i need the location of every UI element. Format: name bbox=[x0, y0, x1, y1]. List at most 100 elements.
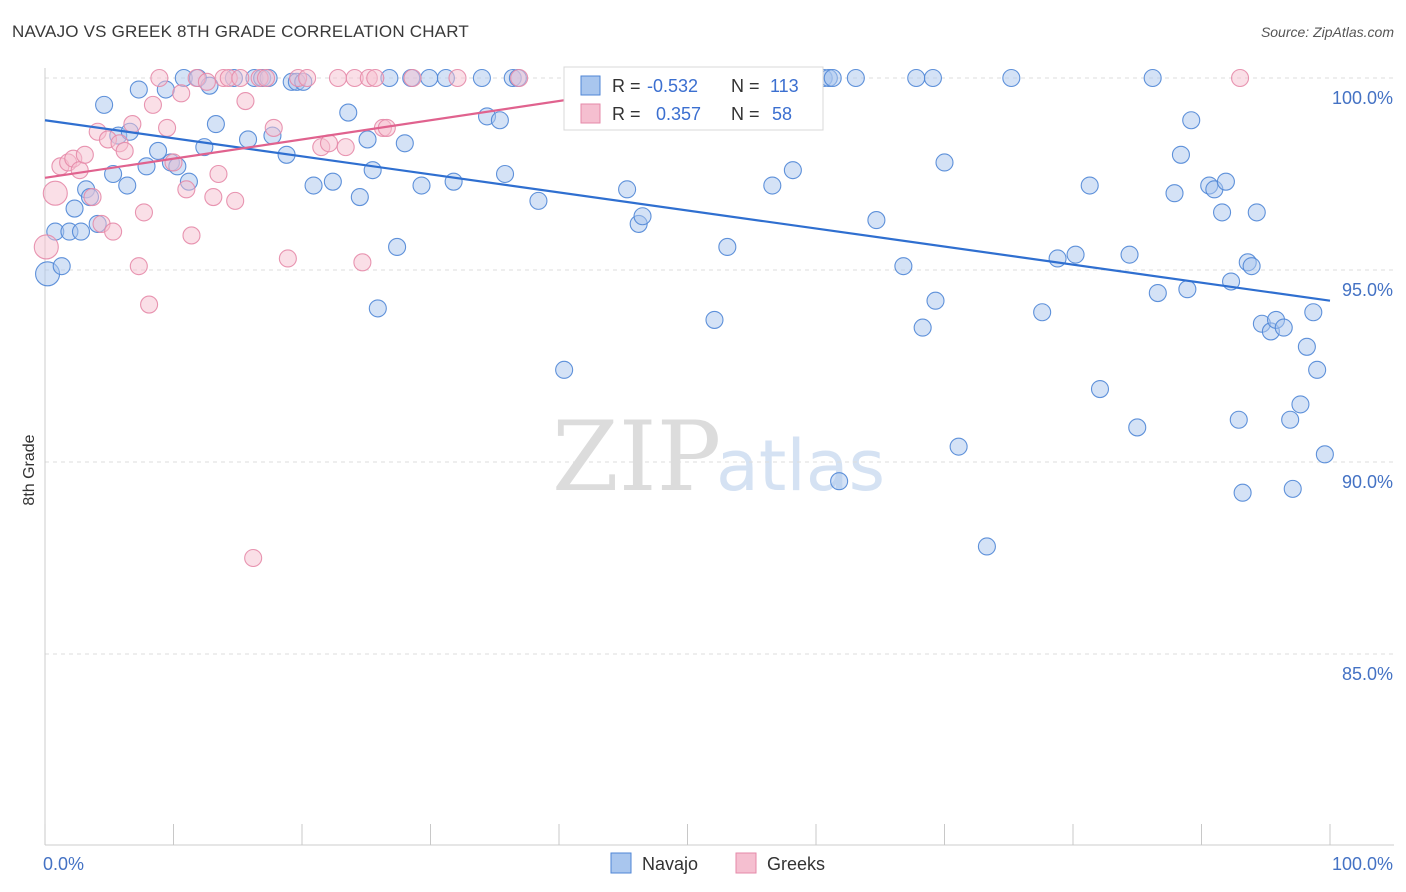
navajo-point-103 bbox=[1242, 257, 1261, 276]
navajo-point-4 bbox=[65, 199, 84, 218]
greeks-point-33 bbox=[236, 91, 255, 111]
legend-navajo-label: Navajo bbox=[642, 854, 698, 874]
navajo-point-90 bbox=[1148, 283, 1167, 303]
greeks-point-23 bbox=[177, 180, 196, 199]
navajo-point-42 bbox=[368, 299, 387, 318]
greeks-point-34 bbox=[244, 548, 263, 568]
greeks-point-18 bbox=[143, 95, 162, 114]
navajo-point-91 bbox=[1165, 184, 1184, 203]
navajo-point-57 bbox=[529, 191, 548, 210]
navajo-point-81 bbox=[1002, 68, 1021, 88]
chart-title: NAVAJO VS GREEK 8TH GRADE CORRELATION CH… bbox=[12, 22, 469, 41]
greeks-point-7 bbox=[83, 187, 102, 207]
navajo-point-114 bbox=[1308, 360, 1327, 379]
navajo-point-71 bbox=[846, 68, 865, 88]
navajo-point-70 bbox=[830, 472, 849, 491]
y-tick-label-2: 90.0% bbox=[1342, 472, 1393, 492]
navajo-point-54 bbox=[495, 164, 515, 184]
navajo-point-10 bbox=[104, 164, 123, 184]
greeks-r-value: 0.357 bbox=[656, 104, 701, 124]
navajo-point-39 bbox=[350, 187, 369, 207]
greeks-point-24 bbox=[182, 226, 201, 245]
navajo-point-63 bbox=[705, 310, 724, 329]
navajo-point-93 bbox=[1178, 280, 1197, 299]
greeks-point-0 bbox=[33, 234, 59, 260]
source-credit: Source: ZipAtlas.com bbox=[1260, 24, 1394, 40]
greeks-point-32 bbox=[231, 68, 250, 88]
navajo-point-5 bbox=[71, 222, 91, 241]
x-tick-label-1: 100.0% bbox=[1332, 854, 1393, 874]
navajo-point-79 bbox=[949, 437, 968, 456]
navajo-point-113 bbox=[1304, 303, 1323, 322]
navajo-point-53 bbox=[490, 111, 509, 130]
navajo-point-37 bbox=[323, 172, 342, 191]
navajo-r-label: R = bbox=[612, 76, 641, 96]
greeks-point-48 bbox=[366, 68, 385, 88]
greeks-swatch bbox=[580, 103, 601, 124]
greeks-n-label: N = bbox=[731, 104, 760, 124]
legend-greeks-label: Greeks bbox=[767, 854, 825, 874]
greeks-point-21 bbox=[164, 153, 183, 172]
navajo-point-51 bbox=[472, 68, 491, 88]
navajo-point-110 bbox=[1283, 479, 1302, 498]
navajo-trend-line bbox=[44, 119, 1331, 302]
navajo-point-82 bbox=[1033, 303, 1052, 322]
navajo-point-64 bbox=[718, 237, 737, 257]
navajo-point-60 bbox=[618, 180, 637, 199]
navajo-point-36 bbox=[304, 176, 323, 195]
navajo-point-88 bbox=[1128, 418, 1147, 437]
navajo-point-40 bbox=[358, 130, 377, 149]
navajo-point-115 bbox=[1315, 445, 1334, 464]
navajo-swatch bbox=[580, 75, 601, 96]
navajo-point-109 bbox=[1281, 410, 1300, 429]
navajo-point-104 bbox=[1247, 203, 1266, 222]
navajo-point-74 bbox=[907, 68, 926, 88]
y-tick-label-3: 85.0% bbox=[1342, 664, 1393, 684]
navajo-n-value: 113 bbox=[770, 76, 799, 96]
navajo-point-111 bbox=[1291, 395, 1310, 414]
navajo-point-84 bbox=[1066, 245, 1085, 264]
greeks-point-15 bbox=[129, 257, 148, 276]
navajo-point-12 bbox=[118, 176, 137, 195]
navajo-point-73 bbox=[894, 257, 913, 276]
stats-legend-box bbox=[563, 66, 824, 131]
navajo-point-47 bbox=[412, 176, 431, 195]
navajo-point-69 bbox=[823, 68, 842, 88]
navajo-point-97 bbox=[1213, 203, 1232, 222]
greeks-point-40 bbox=[298, 68, 317, 88]
series-legend: Navajo Greeks bbox=[610, 852, 825, 874]
greeks-point-27 bbox=[204, 187, 223, 207]
greeks-point-44 bbox=[336, 138, 355, 157]
navajo-point-16 bbox=[149, 141, 168, 161]
greeks-point-43 bbox=[328, 68, 348, 88]
navajo-point-78 bbox=[935, 153, 954, 172]
greeks-point-17 bbox=[140, 295, 159, 314]
navajo-point-100 bbox=[1229, 410, 1248, 429]
navajo-point-87 bbox=[1120, 245, 1139, 264]
x-tick-label-0: 0.0% bbox=[43, 854, 84, 874]
greeks-point-31 bbox=[226, 191, 245, 210]
y-axis-label: 8th Grade bbox=[21, 434, 38, 505]
navajo-point-2 bbox=[52, 257, 71, 276]
navajo-point-65 bbox=[763, 176, 782, 195]
y-tick-label-1: 95.0% bbox=[1342, 280, 1393, 300]
data-points bbox=[33, 68, 1334, 568]
greeks-point-52 bbox=[448, 68, 467, 88]
x-tick-labels: 0.0% 100.0% bbox=[43, 854, 1393, 874]
navajo-point-77 bbox=[926, 291, 945, 310]
greeks-point-6 bbox=[75, 145, 94, 164]
watermark-atlas: atlas bbox=[716, 425, 885, 507]
navajo-point-75 bbox=[913, 318, 932, 337]
greeks-point-19 bbox=[150, 68, 169, 88]
greeks-point-57 bbox=[1231, 68, 1250, 88]
navajo-point-27 bbox=[238, 130, 258, 149]
greeks-point-37 bbox=[264, 118, 283, 137]
legend-navajo-swatch bbox=[610, 852, 632, 874]
navajo-point-80 bbox=[977, 537, 996, 556]
navajo-point-76 bbox=[923, 68, 942, 88]
greeks-point-53 bbox=[510, 68, 529, 88]
navajo-point-112 bbox=[1297, 337, 1316, 356]
legend-greeks-swatch bbox=[735, 852, 757, 874]
greeks-point-1 bbox=[42, 180, 68, 206]
